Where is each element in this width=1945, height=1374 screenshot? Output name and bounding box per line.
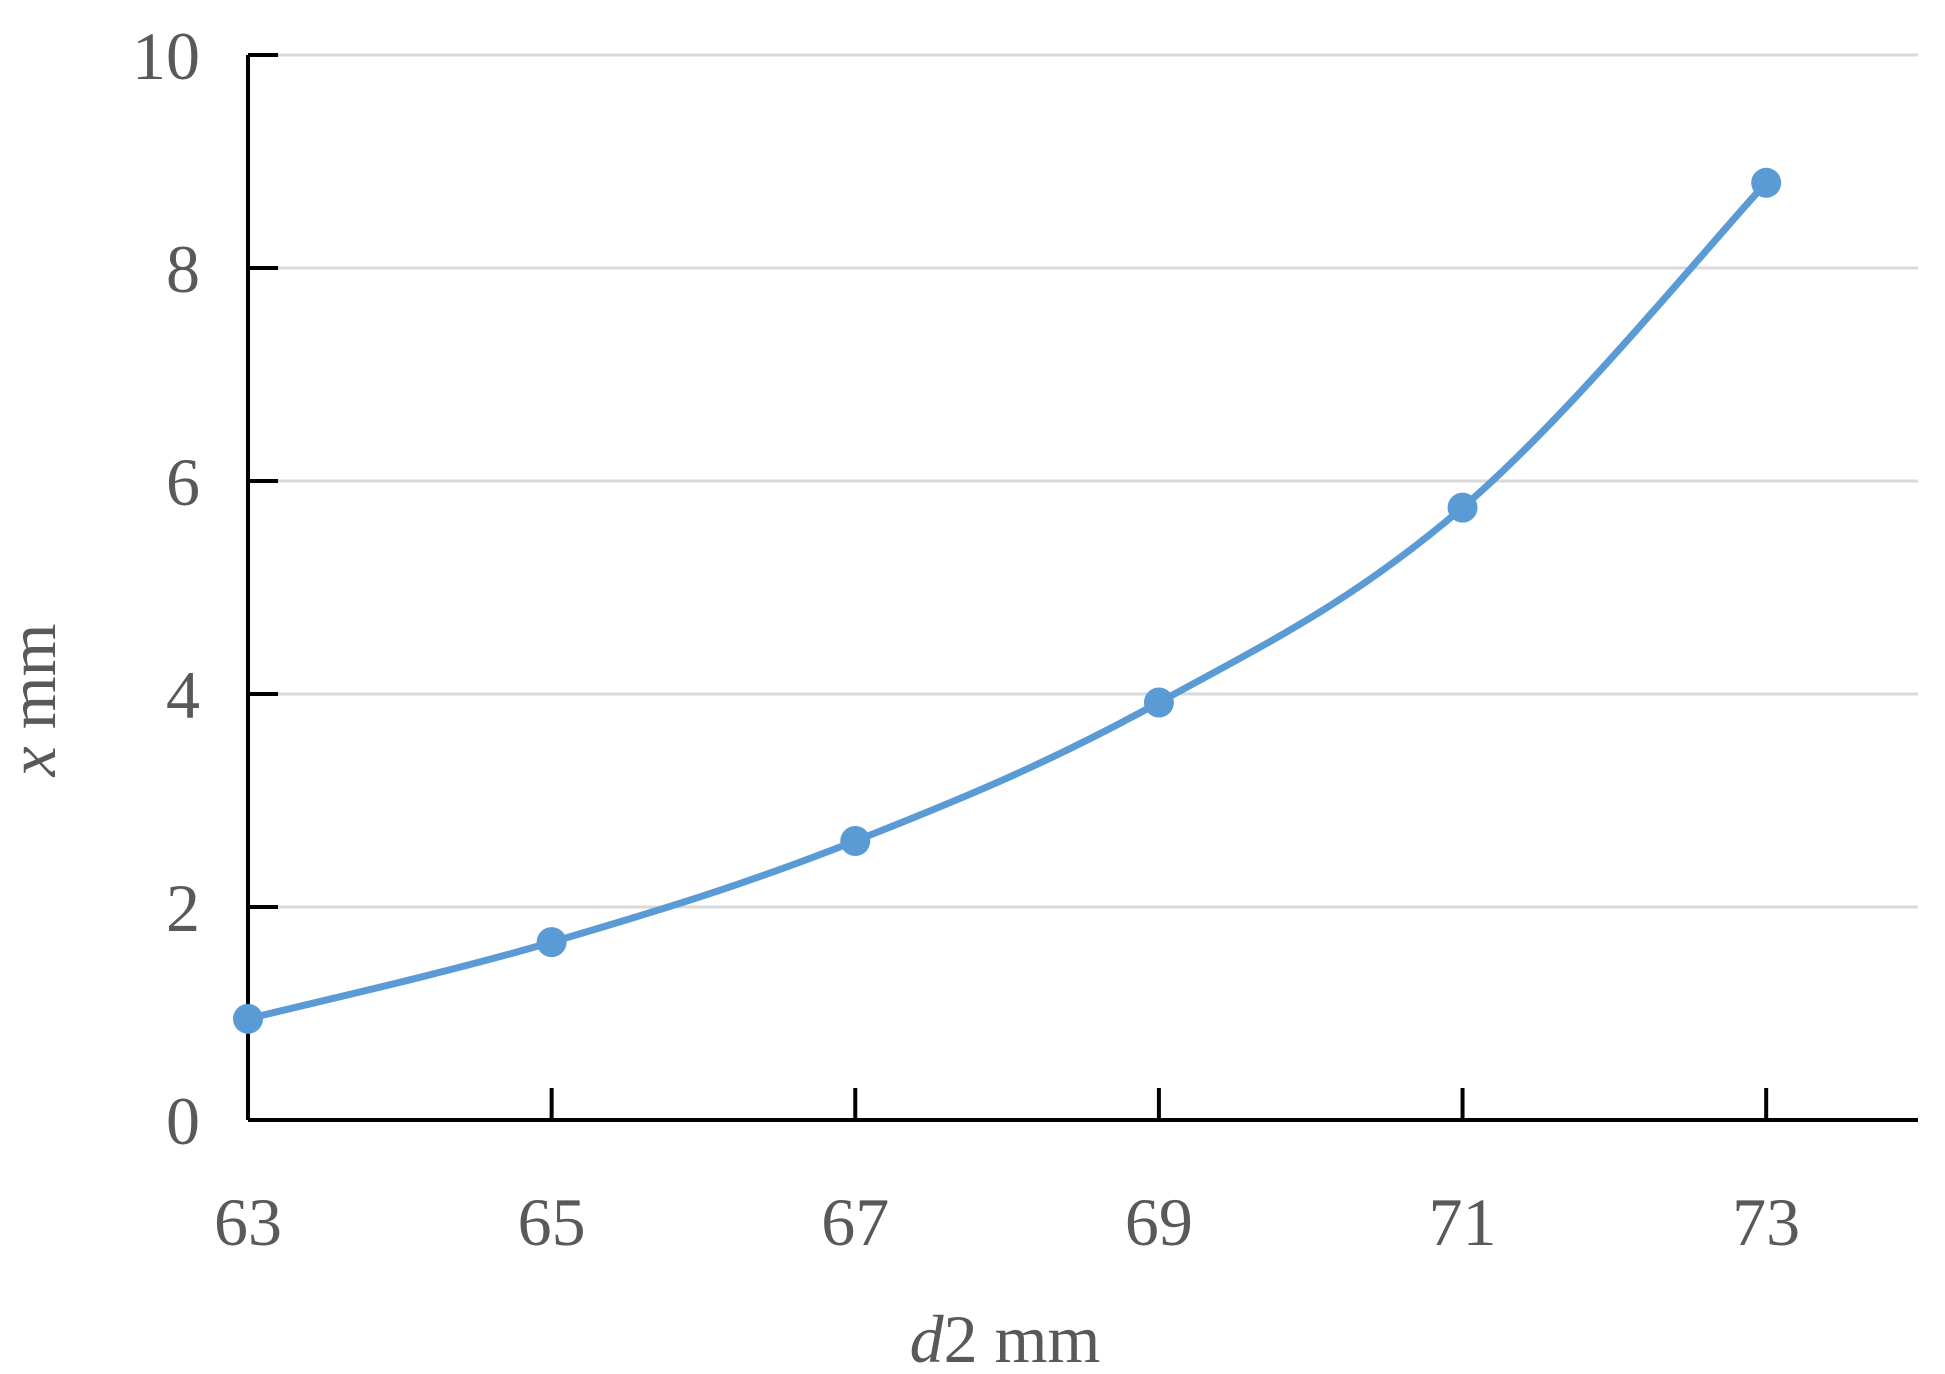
- y-tick-label: 6: [166, 444, 200, 520]
- data-point: [1143, 687, 1174, 718]
- y-tick-label: 4: [166, 657, 200, 733]
- x-tick-label: 65: [518, 1184, 586, 1260]
- x-tick-label: 69: [1125, 1184, 1193, 1260]
- y-tick-label: 8: [166, 231, 200, 307]
- y-tick-label: 0: [166, 1083, 200, 1159]
- data-point: [1751, 167, 1782, 198]
- series: [233, 167, 1782, 1034]
- y-tick-label: 2: [166, 870, 200, 946]
- x-axis-title: d2 mm: [910, 1301, 1101, 1374]
- y-tick-label: 10: [132, 18, 200, 94]
- data-point: [233, 1003, 263, 1034]
- axes: [246, 53, 1918, 1122]
- x-tick-label: 73: [1732, 1184, 1800, 1260]
- x-tick-label: 67: [821, 1184, 889, 1260]
- data-point: [840, 825, 871, 856]
- tick-labels: 0 2 4 6 8 10 63 65 67 69 71 73: [132, 18, 1800, 1260]
- data-point: [1447, 492, 1478, 523]
- y-axis-title: x mm: [0, 624, 70, 778]
- gridlines: [248, 53, 1918, 909]
- x-tick-label: 71: [1429, 1184, 1497, 1260]
- x-tick-label: 63: [214, 1184, 282, 1260]
- series-line: [244, 179, 1770, 1023]
- data-point: [536, 927, 567, 958]
